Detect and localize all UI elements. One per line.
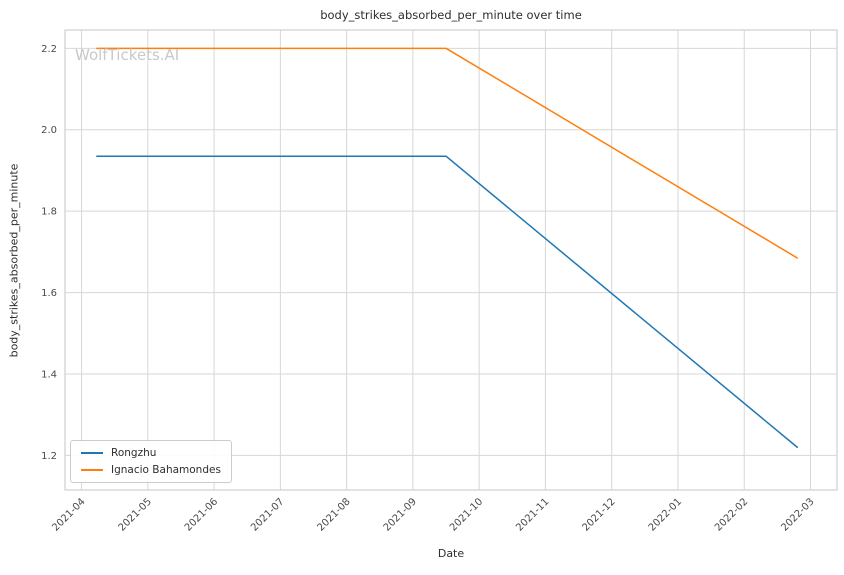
y-tick-label: 2.2 [41,44,57,55]
watermark: WolfTickets.AI [75,46,180,64]
x-tick-label: 2021-12 [580,496,617,533]
x-tick-label: 2021-05 [117,496,154,533]
series-line-rongzhu [96,155,798,449]
y-tick-label: 1.6 [41,288,57,299]
x-tick-label: 2021-11 [514,496,551,533]
plot-frame [64,29,838,491]
x-tick-label: 2022-02 [713,496,750,533]
legend-item: Ignacio Bahamondes [81,464,221,476]
y-axis-label: body_strikes_absorbed_per_minute [0,30,28,490]
y-axis-label-text: body_strikes_absorbed_per_minute [7,163,21,357]
legend-label: Ignacio Bahamondes [111,464,221,476]
legend: Rongzhu Ignacio Bahamondes [70,440,232,483]
series-line-ignacio-bahamondes [96,47,798,259]
x-tick-label: 2021-07 [249,496,286,533]
x-axis-label: Date [437,547,465,560]
x-tick-label: 2022-03 [779,496,816,533]
x-tick-label: 2021-10 [448,496,485,533]
legend-label: Rongzhu [111,447,157,459]
y-tick-label: 1.2 [41,451,57,462]
x-tick-label: 2021-06 [183,496,220,533]
x-tick-label: 2021-04 [50,496,87,533]
chart-title: body_strikes_absorbed_per_minute over ti… [320,8,582,22]
y-tick-label: 1.8 [41,207,57,218]
legend-line-swatch [81,469,103,471]
y-tick-label: 1.4 [41,369,57,380]
legend-line-swatch [81,452,103,454]
legend-item: Rongzhu [81,447,221,459]
x-tick-label: 2021-09 [382,496,419,533]
x-tick-label: 2021-08 [315,496,352,533]
y-tick-label: 2.0 [41,125,57,136]
x-tick-label: 2022-01 [647,496,684,533]
